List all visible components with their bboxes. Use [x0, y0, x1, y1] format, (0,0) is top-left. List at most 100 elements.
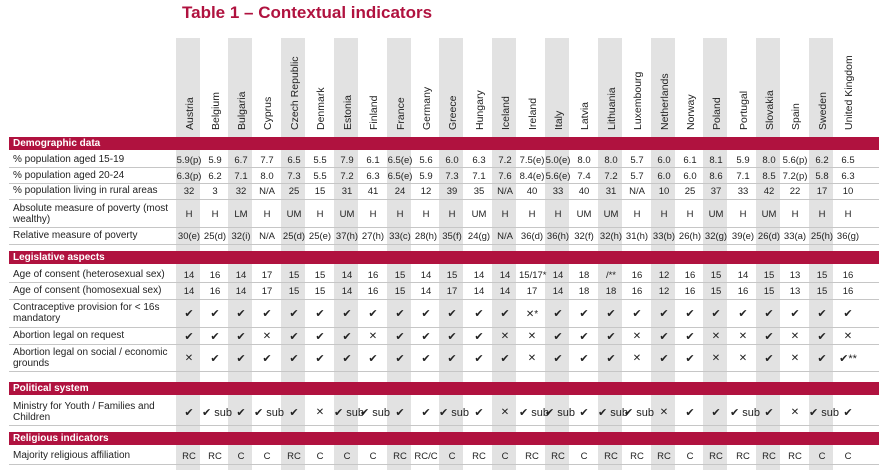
country-header: Finland — [362, 40, 382, 130]
table-cell: ✔ — [553, 331, 563, 343]
table-cell: 8.4(e) — [519, 171, 545, 182]
table-cell: ✔ — [659, 331, 669, 343]
table-cell: C — [580, 451, 588, 462]
table-cell: 3 — [212, 186, 218, 197]
country-name: Luxembourg — [632, 71, 644, 130]
section-header: Religious indicators — [9, 432, 879, 445]
table-cell: 15 — [314, 286, 326, 297]
table-cell: ✔** — [839, 353, 857, 365]
table-cell: ✔ — [315, 331, 325, 343]
table-cell: RC — [551, 451, 565, 462]
table-cell: 5.9 — [419, 171, 433, 182]
country-header: Luxembourg — [626, 40, 646, 130]
row-divider — [9, 344, 879, 345]
table-cell: 22 — [789, 186, 801, 197]
table-cell: ✔ sub — [360, 407, 391, 419]
table-cell: 18 — [578, 270, 590, 281]
table-cell: 8.0 — [577, 155, 591, 166]
row-label: Majority religious affiliation — [13, 450, 131, 461]
table-cell: 35 — [473, 186, 485, 197]
table-cell: 7.6 — [498, 171, 512, 182]
table-cell: ✔ — [685, 331, 695, 343]
table-cell: 7.2(p) — [782, 171, 808, 182]
table-cell: ✔ — [659, 353, 669, 365]
table-cell: ✕ — [500, 407, 510, 418]
table-cell: 16 — [842, 270, 854, 281]
table-cell: 39 — [446, 186, 458, 197]
table-cell: ✔ — [579, 331, 589, 343]
table-cell: 10 — [658, 186, 670, 197]
table-cell: ✔ sub — [545, 407, 576, 419]
table-cell: 25 — [288, 186, 300, 197]
table-cell: ✔ — [368, 308, 378, 320]
table-cell: ✔ — [579, 308, 589, 320]
country-header: Lithuania — [600, 40, 620, 130]
table-cell: ✔ — [262, 353, 272, 365]
table-cell: UM — [576, 209, 592, 220]
table-cell: H — [263, 209, 271, 220]
table-cell: ✔ — [606, 353, 616, 365]
table-cell: 25 — [684, 186, 696, 197]
table-cell: ✕ — [527, 331, 537, 342]
table-cell: 5.6(e) — [545, 171, 571, 182]
table-cell: ✔ — [289, 353, 299, 365]
table-cell: 41 — [367, 186, 379, 197]
table-cell: ✔ — [184, 308, 194, 320]
table-cell: ✔ — [342, 353, 352, 365]
table-cell: 14 — [552, 270, 564, 281]
table-cell: 33(c) — [389, 231, 411, 242]
table-cell: ✕ — [711, 331, 721, 342]
table-cell: RC — [525, 451, 539, 462]
country-header: Norway — [679, 40, 699, 130]
table-cell: 8.1 — [709, 155, 723, 166]
table-cell: H — [791, 209, 799, 220]
table-cell: RC/C — [414, 451, 438, 462]
table-cell: 30(e) — [177, 231, 201, 242]
table-cell: ✔ sub — [439, 407, 470, 419]
row-divider — [9, 327, 879, 328]
table-cell: 16 — [367, 286, 379, 297]
table-cell: ✔ sub — [254, 407, 285, 419]
table-cell: 6.3 — [366, 171, 380, 182]
table-cell: ✔ — [315, 308, 325, 320]
table-cell: ✔ — [395, 308, 405, 320]
table-cell: 14 — [473, 286, 485, 297]
table-cell: H — [185, 209, 193, 220]
table-cell: ✔ — [711, 407, 721, 419]
country-header: France — [389, 40, 409, 130]
country-name: United Kingdom — [843, 55, 855, 130]
table-cell: H — [369, 209, 377, 220]
table-cell: UM — [286, 209, 302, 220]
table-cell: 6.0 — [657, 171, 671, 182]
table-cell: 14 — [420, 270, 432, 281]
table-cell: 32(i) — [231, 231, 251, 242]
table-cell: 13 — [789, 286, 801, 297]
table-cell: 6.0 — [683, 171, 697, 182]
row-label: % population living in rural areas — [13, 185, 158, 196]
table-cell: 15 — [710, 286, 722, 297]
country-header: Italy — [547, 40, 567, 130]
row-label: Abortion legal on social / economic grou… — [13, 347, 168, 369]
table-cell: ✔ — [395, 407, 405, 419]
country-header: Estonia — [336, 40, 356, 130]
row-divider — [9, 282, 879, 283]
row-divider — [9, 183, 879, 184]
table-cell: ✕ — [184, 353, 194, 364]
row-label: Age of consent (heterosexual sex) — [13, 269, 165, 280]
table-cell: ✕ — [843, 331, 853, 342]
table-cell: 7.9 — [340, 155, 354, 166]
table-cell: 17 — [261, 286, 273, 297]
table-cell: 15 — [394, 286, 406, 297]
table-cell: 32 — [183, 186, 195, 197]
table-cell: 12 — [420, 186, 432, 197]
table-cell: N/A — [629, 186, 645, 197]
table-cell: ✔ — [685, 308, 695, 320]
table-cell: 15 — [763, 270, 775, 281]
table-cell: 27(h) — [361, 231, 385, 242]
table-cell: ✔ — [711, 308, 721, 320]
table-cell: 17 — [261, 270, 273, 281]
table-cell: ✔ — [500, 353, 510, 365]
table-cell: H — [501, 209, 509, 220]
table-cell: 15 — [710, 270, 722, 281]
table-cell: ✔ sub — [730, 407, 761, 419]
